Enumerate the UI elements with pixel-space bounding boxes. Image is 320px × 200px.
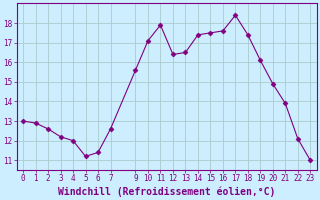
X-axis label: Windchill (Refroidissement éolien,°C): Windchill (Refroidissement éolien,°C) — [58, 186, 276, 197]
